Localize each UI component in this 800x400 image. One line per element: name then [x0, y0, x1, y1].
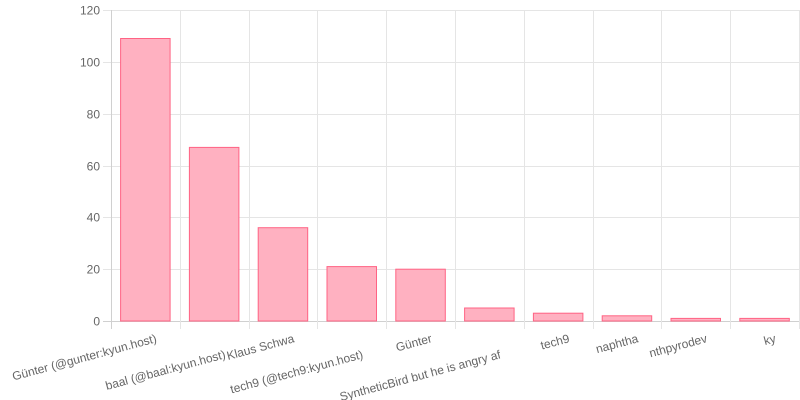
y-tick-label: 40	[87, 211, 101, 225]
y-tick-label: 100	[80, 56, 100, 70]
x-tick-label: Klaus Schwa	[225, 331, 296, 363]
y-tick-label: 60	[87, 160, 101, 174]
x-tick-label: ky	[762, 331, 777, 348]
y-tick-label: 120	[80, 4, 100, 18]
x-tick-label: Günter	[394, 331, 433, 354]
bar[interactable]: Günter: 20	[395, 268, 446, 322]
bar[interactable]: tech9 (@tech9:kyun.host): 21	[326, 266, 377, 322]
y-tick-label: 80	[87, 108, 101, 122]
x-tick-label: tech9	[539, 331, 571, 352]
y-tick-label: 20	[87, 263, 101, 277]
x-tick-label: nthpyrodev	[648, 331, 709, 360]
x-tick-label: naphtha	[594, 331, 640, 356]
bar[interactable]: tech9: 3	[532, 312, 584, 322]
bar[interactable]: Klaus Schwa: 36	[257, 227, 309, 322]
x-axis: Günter (@gunter:kyun.host)baal (@baal:ky…	[11, 331, 778, 400]
bar[interactable]: Günter (@gunter:kyun.host): 109	[120, 38, 171, 322]
y-axis: 0 20 40 60 80 100 120	[80, 4, 100, 329]
bar[interactable]: ky: 1	[739, 317, 790, 322]
bar[interactable]: SyntheticBird but he is angry af: 5	[464, 307, 515, 322]
bar[interactable]: baal (@baal:kyun.host): 67	[188, 146, 240, 322]
y-tick-label: 0	[93, 315, 100, 329]
bar[interactable]: nthpyrodev: 1	[670, 317, 721, 322]
bar[interactable]: naphtha: 2	[601, 315, 653, 322]
bars: Günter (@gunter:kyun.host): 109 baal (@ba…	[120, 38, 790, 322]
